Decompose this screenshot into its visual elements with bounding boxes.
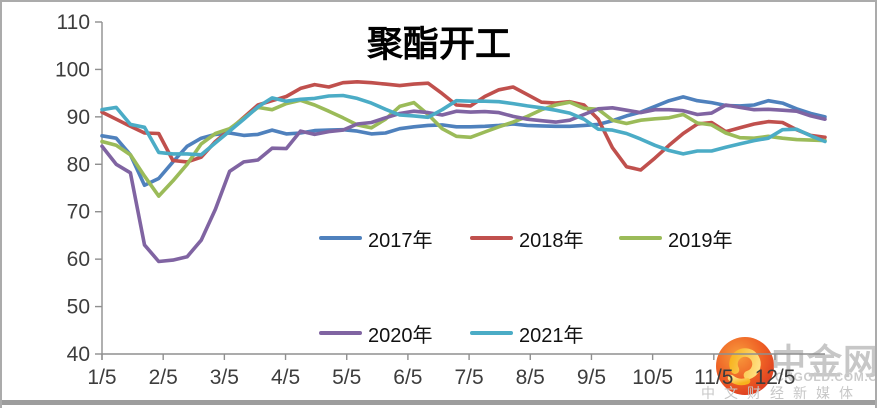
legend-swatch-2020	[319, 330, 362, 336]
y-tick-label-50: 50	[67, 296, 90, 319]
x-tick-label-8/5: 8/5	[516, 366, 545, 389]
series-line-2019年	[100, 98, 827, 198]
y-tick-label-60: 60	[67, 248, 90, 271]
legend-item-2020: 2020年	[319, 322, 433, 347]
legend-item-2017: 2017年	[319, 227, 433, 252]
legend-label-2018: 2018年	[519, 229, 584, 252]
legend-label-2019: 2019年	[668, 229, 733, 252]
legend-label-2021: 2021年	[519, 324, 584, 347]
x-tick-label-5/5: 5/5	[332, 366, 361, 389]
legend-swatch-2017	[319, 235, 362, 241]
x-tick-label-12/5: 12/5	[755, 366, 796, 389]
y-tick-label-90: 90	[67, 106, 90, 129]
y-tick-label-110: 110	[57, 11, 90, 34]
x-tick-label-4/5: 4/5	[271, 366, 300, 389]
series-line-2020年	[100, 103, 827, 264]
chart-title: 聚酯开工	[366, 23, 512, 65]
watermark-domain: CNGOLD.COM.CN	[775, 370, 877, 384]
y-tick-label-80: 80	[67, 153, 90, 176]
legend-label-2020: 2020年	[368, 324, 433, 347]
x-tick-label-2/5: 2/5	[149, 366, 178, 389]
bottom-border-bar	[2, 400, 875, 405]
cngold-logo-icon	[716, 337, 774, 395]
x-tick-label-9/5: 9/5	[577, 366, 606, 389]
y-tick-label-40: 40	[67, 343, 90, 366]
x-tick-label-6/5: 6/5	[393, 366, 422, 389]
legend-item-2021: 2021年	[470, 322, 584, 347]
watermark-brand: 中金网	[771, 342, 877, 383]
legend-swatch-2018	[470, 235, 513, 241]
x-tick-label-3/5: 3/5	[210, 366, 239, 389]
x-tick-label-1/5: 1/5	[87, 366, 116, 389]
x-tick-label-10/5: 10/5	[632, 366, 673, 389]
x-tick-label-11/5: 11/5	[694, 366, 733, 389]
y-tick-label-100: 100	[55, 58, 90, 81]
y-tick-label-70: 70	[67, 201, 90, 224]
legend-item-2018: 2018年	[470, 227, 584, 252]
watermark-tagline: 中文财经新媒体	[701, 385, 862, 401]
x-tick-label-7/5: 7/5	[454, 366, 483, 389]
legend-swatch-2021	[470, 330, 513, 336]
legend-swatch-2019	[619, 235, 662, 241]
legend-item-2019: 2019年	[619, 227, 733, 252]
series-line-2021年	[100, 93, 827, 157]
legend-label-2017: 2017年	[368, 229, 433, 252]
